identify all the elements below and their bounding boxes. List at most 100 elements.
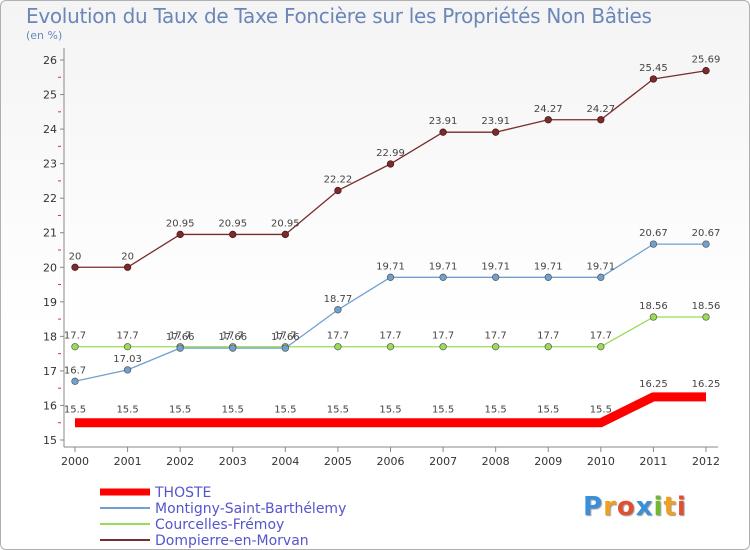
y-tick-label: 24	[43, 123, 57, 136]
data-point	[229, 230, 237, 239]
data-label: 17.7	[327, 331, 349, 342]
data-label: 17.7	[485, 331, 507, 342]
data-label: 20.95	[218, 218, 247, 229]
data-label: 15.5	[590, 405, 612, 416]
x-tick-label: 2008	[482, 455, 510, 468]
series-line	[75, 70, 707, 268]
legend-label: Courcelles-Frémoy	[155, 517, 284, 533]
data-label: 15.5	[327, 405, 349, 416]
y-tick-label: 16	[43, 399, 57, 412]
data-point	[123, 366, 132, 374]
data-point	[597, 116, 605, 124]
chart-legend: THOSTEMontigny-Saint-BarthélemyCourcelle…	[100, 485, 346, 549]
y-tick-label: 21	[43, 227, 57, 240]
data-point	[334, 343, 342, 351]
data-label: 17.7	[590, 331, 612, 342]
brand-letter: t	[663, 492, 677, 522]
data-point	[649, 75, 658, 83]
x-tick-label: 2009	[534, 455, 562, 468]
data-label: 16.25	[639, 379, 668, 390]
data-label: 15.5	[537, 405, 559, 416]
data-label: 15.5	[116, 405, 138, 416]
data-point	[649, 240, 658, 248]
brand-letter: x	[635, 492, 654, 522]
legend-label: Dompierre-en-Morvan	[155, 533, 309, 549]
chart-title: Evolution du Taux de Taxe Foncière sur l…	[26, 4, 652, 28]
data-point	[702, 240, 710, 248]
data-label: 16.25	[692, 379, 721, 390]
data-point	[71, 263, 79, 271]
y-tick-label: 15	[43, 434, 57, 447]
data-point	[439, 128, 447, 136]
data-label: 18.56	[692, 301, 721, 312]
data-label: 19.71	[587, 261, 616, 272]
data-point	[386, 160, 395, 168]
data-point	[492, 273, 500, 281]
x-tick-label: 2002	[166, 455, 194, 468]
data-point	[176, 344, 184, 352]
data-label: 23.91	[481, 116, 510, 127]
y-tick-label: 19	[43, 296, 57, 309]
data-point	[597, 343, 605, 351]
x-tick-label: 2000	[61, 455, 89, 468]
data-label: 19.71	[534, 261, 563, 272]
data-label: 17.7	[222, 331, 244, 342]
data-label: 20.67	[692, 228, 721, 239]
data-label: 15.5	[274, 405, 296, 416]
data-point	[123, 343, 132, 351]
data-label: 17.66	[218, 332, 247, 343]
data-label: 17.7	[537, 331, 559, 342]
data-label: 20	[69, 251, 82, 262]
data-label: 23.91	[429, 116, 458, 127]
data-label: 20.67	[639, 228, 668, 239]
data-point	[544, 343, 552, 351]
chart-axes: 15 16 17 18 19 20 21 22 23 24 25 26 2000 2001 2002 2003…	[43, 48, 720, 468]
data-label: 17.7	[432, 331, 454, 342]
data-label: 17.7	[379, 331, 401, 342]
data-point	[702, 313, 710, 321]
data-label: 18.56	[639, 301, 668, 312]
x-tick-label: 2006	[377, 455, 405, 468]
data-label: 17.7	[116, 331, 138, 342]
x-tick-label: 2005	[324, 455, 352, 468]
data-point	[439, 273, 447, 281]
data-point	[492, 128, 500, 136]
data-label: 19.71	[376, 261, 405, 272]
x-tick-label: 2007	[429, 455, 457, 468]
data-label: 15.5	[64, 405, 86, 416]
data-label: 16.7	[64, 365, 86, 376]
data-point	[439, 343, 447, 351]
x-tick-label: 2012	[692, 455, 720, 468]
data-point	[123, 263, 132, 271]
data-label: 24.27	[534, 104, 563, 115]
data-point	[597, 273, 605, 281]
data-label: 19.71	[481, 261, 510, 272]
y-tick-label: 18	[43, 330, 57, 343]
legend-label: THOSTE	[154, 485, 211, 501]
x-tick-label: 2004	[271, 455, 299, 468]
data-point	[334, 186, 342, 195]
data-label: 19.71	[429, 261, 458, 272]
data-point	[386, 273, 395, 281]
brand-letter: i	[676, 492, 687, 522]
legend-label: Montigny-Saint-Barthélemy	[155, 501, 346, 517]
data-point	[71, 377, 79, 385]
y-tick-label: 25	[43, 89, 57, 102]
brand-letter: i	[653, 492, 664, 522]
x-tick-label: 2001	[114, 455, 142, 468]
y-tick-label: 17	[43, 365, 57, 378]
data-label: 17.7	[169, 331, 191, 342]
chart-subtitle: (en %)	[26, 29, 63, 42]
brand-logo: Proxiti	[583, 492, 687, 522]
data-label: 15.5	[169, 405, 191, 416]
x-tick-label: 2003	[219, 455, 247, 468]
data-label: 22.22	[324, 175, 353, 186]
data-point	[281, 344, 289, 352]
data-label: 20.95	[166, 218, 195, 229]
data-label: 17.66	[271, 332, 300, 343]
data-label: 17.7	[64, 331, 86, 342]
data-point	[544, 273, 552, 281]
data-point	[334, 306, 342, 314]
data-label: 24.27	[587, 104, 616, 115]
data-label: 20	[121, 251, 134, 262]
